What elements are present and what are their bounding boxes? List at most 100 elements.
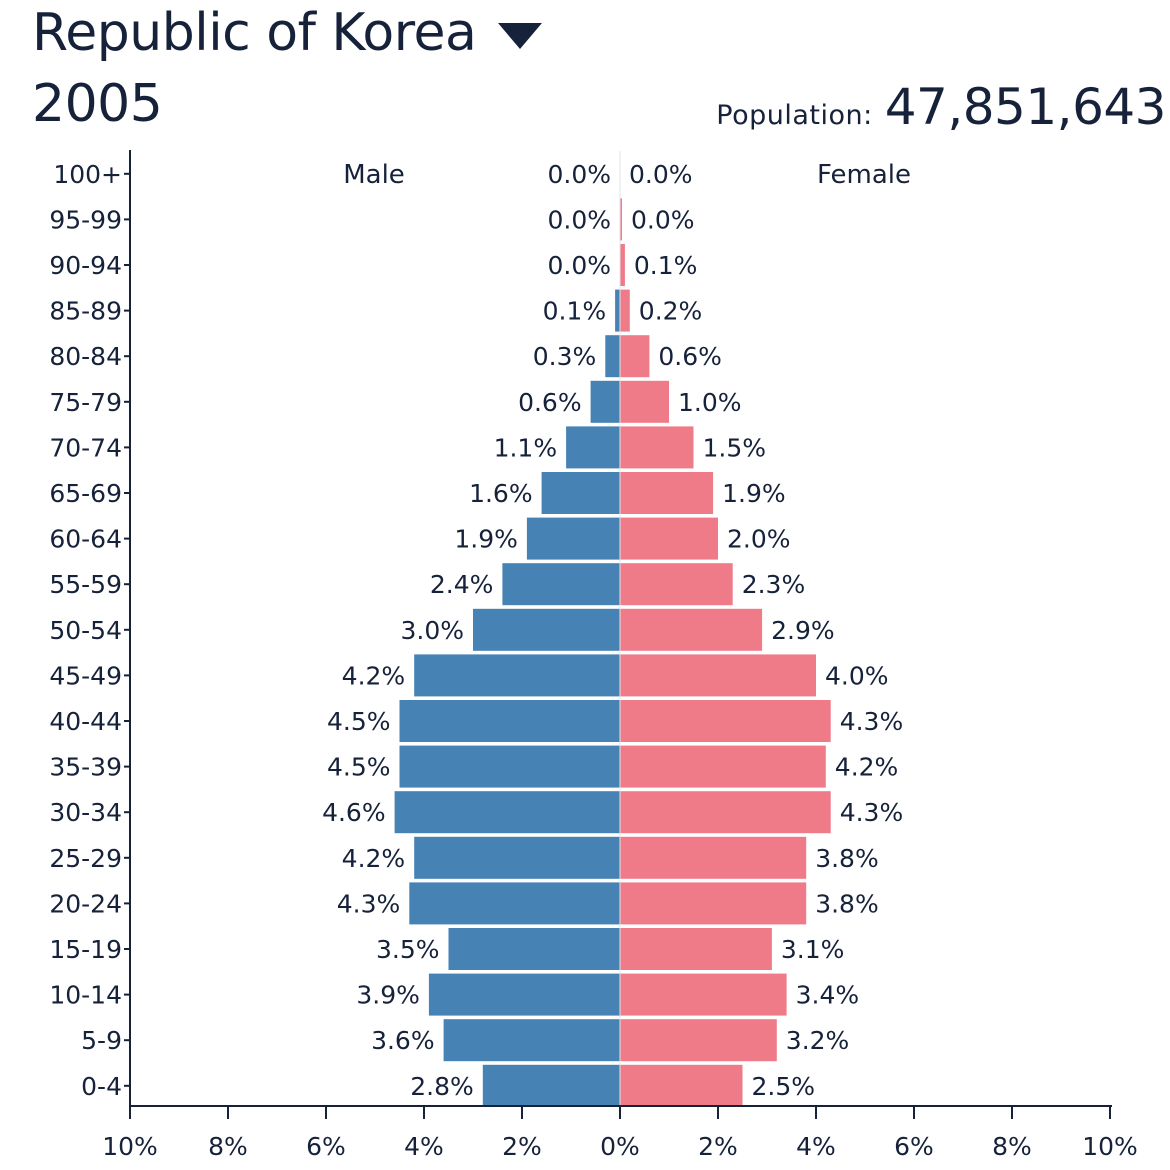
female-value-label: 2.5%	[752, 1072, 816, 1101]
male-value-label: 3.9%	[356, 981, 420, 1010]
male-value-label: 0.6%	[518, 388, 582, 417]
age-group-label: 20-24	[49, 889, 122, 918]
male-value-label: 0.0%	[547, 251, 611, 280]
female-bar	[620, 654, 816, 697]
country-selector[interactable]: Republic of Korea	[32, 0, 543, 66]
female-value-label: 3.1%	[781, 935, 845, 964]
age-group-label: 5-9	[81, 1026, 122, 1055]
age-group-label: 95-99	[49, 205, 122, 234]
female-bar	[620, 244, 625, 286]
age-group-label: 80-84	[49, 342, 122, 371]
female-bar	[620, 289, 630, 332]
female-value-label: 0.0%	[631, 205, 695, 234]
age-group-label: 100+	[53, 160, 122, 189]
age-group-label: 90-94	[49, 251, 122, 280]
male-value-label: 4.2%	[342, 844, 406, 873]
age-group-label: 85-89	[49, 297, 122, 326]
female-bar	[620, 1019, 777, 1062]
x-axis-tick-label: 6%	[894, 1132, 934, 1161]
age-group-label: 65-69	[49, 479, 122, 508]
male-value-label: 2.8%	[410, 1072, 474, 1101]
year-label: 2005	[32, 74, 163, 134]
age-group-label: 30-34	[49, 798, 122, 827]
male-bar	[443, 1019, 620, 1062]
x-axis-tick-label: 10%	[1082, 1132, 1138, 1161]
male-bar	[566, 426, 620, 469]
x-axis-tick-label: 8%	[992, 1132, 1032, 1161]
male-bar	[541, 472, 620, 514]
female-value-label: 0.6%	[658, 342, 722, 371]
female-bar	[620, 700, 831, 742]
female-value-label: 0.1%	[634, 251, 698, 280]
x-axis-tick-label: 8%	[208, 1132, 248, 1161]
female-value-label: 3.2%	[786, 1026, 850, 1055]
age-group-label: 10-14	[49, 981, 122, 1010]
female-bar	[620, 973, 787, 1016]
female-bar	[620, 517, 718, 560]
female-bar	[620, 928, 772, 970]
male-bar	[414, 654, 620, 697]
male-bar	[482, 1064, 620, 1107]
female-value-label: 2.0%	[727, 525, 791, 554]
female-bar	[620, 608, 763, 651]
male-bar	[409, 882, 620, 925]
female-value-label: 1.9%	[722, 479, 786, 508]
female-bar	[620, 198, 622, 241]
legend-male: Male	[343, 160, 405, 190]
male-bar	[428, 973, 620, 1016]
age-group-label: 25-29	[49, 844, 122, 873]
female-bar	[620, 1064, 743, 1107]
female-value-label: 2.9%	[771, 616, 835, 645]
age-group-label: 40-44	[49, 707, 122, 736]
x-axis-tick-label: 2%	[698, 1132, 738, 1161]
male-bar	[399, 700, 620, 742]
male-bar	[526, 517, 620, 560]
male-value-label: 3.0%	[400, 616, 464, 645]
x-axis-tick-label: 4%	[796, 1132, 836, 1161]
female-bar	[620, 882, 807, 925]
female-value-label: 3.8%	[815, 889, 879, 918]
female-value-label: 3.4%	[796, 981, 860, 1010]
female-value-label: 3.8%	[815, 844, 879, 873]
male-bar	[502, 563, 620, 606]
male-value-label: 3.6%	[371, 1026, 435, 1055]
age-group-label: 45-49	[49, 661, 122, 690]
male-value-label: 1.6%	[469, 479, 533, 508]
male-bar	[399, 745, 620, 788]
age-group-label: 70-74	[49, 433, 122, 462]
female-value-label: 0.0%	[629, 160, 693, 189]
header: Republic of Korea 2005 Population: 47,85…	[0, 0, 1170, 145]
legend-female: Female	[817, 160, 911, 190]
female-bar	[620, 745, 826, 788]
population-display: Population: 47,851,643	[716, 78, 1166, 136]
male-value-label: 4.5%	[327, 707, 391, 736]
x-axis-tick-label: 2%	[502, 1132, 542, 1161]
age-group-label: 55-59	[49, 570, 122, 599]
female-bar	[620, 472, 714, 514]
female-value-label: 4.3%	[840, 798, 904, 827]
male-bar	[414, 836, 620, 879]
age-group-label: 0-4	[81, 1072, 122, 1101]
age-group-label: 15-19	[49, 935, 122, 964]
male-value-label: 4.6%	[322, 798, 386, 827]
x-axis-tick-label: 10%	[102, 1132, 158, 1161]
male-value-label: 0.1%	[543, 297, 607, 326]
male-value-label: 0.0%	[547, 160, 611, 189]
male-value-label: 4.3%	[337, 889, 401, 918]
male-bar	[473, 608, 620, 651]
male-bar	[605, 335, 620, 378]
age-group-label: 75-79	[49, 388, 122, 417]
country-name: Republic of Korea	[32, 3, 477, 63]
female-value-label: 4.0%	[825, 661, 889, 690]
male-bar	[590, 380, 620, 423]
triangle-down-icon[interactable]	[498, 23, 543, 49]
x-axis-tick-label: 0%	[600, 1132, 640, 1161]
male-value-label: 0.3%	[533, 342, 597, 371]
female-value-label: 1.5%	[703, 433, 767, 462]
female-value-label: 4.2%	[835, 753, 899, 782]
female-bar	[620, 426, 694, 469]
male-value-label: 1.9%	[454, 525, 518, 554]
female-bar	[620, 335, 650, 378]
male-value-label: 4.5%	[327, 753, 391, 782]
